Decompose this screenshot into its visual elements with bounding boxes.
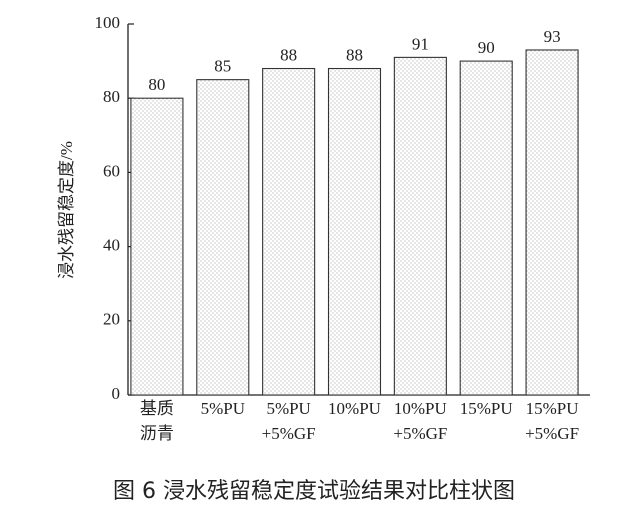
x-tick-label: 15%PU: [526, 399, 579, 418]
y-tick-label: 60: [103, 161, 120, 180]
bar: [459, 60, 513, 396]
x-tick-label: 基质: [140, 399, 174, 418]
y-tick-label: 40: [103, 236, 120, 255]
value-label: 90: [478, 38, 495, 57]
x-tick-label: 沥青: [140, 424, 174, 443]
x-tick-label: +5%GF: [525, 424, 579, 443]
x-tick-label: +5%GF: [393, 424, 447, 443]
bar: [196, 79, 250, 396]
y-tick-label: 80: [103, 87, 120, 106]
y-axis-label: 浸水残留稳定度/%: [57, 141, 76, 279]
bar: [525, 49, 579, 396]
bar: [393, 56, 447, 396]
y-tick-label: 0: [112, 384, 121, 403]
x-tick-label: 10%PU: [328, 399, 381, 418]
x-tick-label: 5%PU: [201, 399, 245, 418]
x-tick-label: 15%PU: [460, 399, 513, 418]
value-label: 85: [214, 57, 231, 76]
x-tick-label: 10%PU: [394, 399, 447, 418]
bar: [327, 67, 382, 396]
bar: [262, 67, 316, 396]
value-label: 91: [412, 34, 429, 53]
caption: 图 6 浸水残留稳定度试验结果对比柱状图: [113, 479, 515, 504]
value-label: 88: [280, 45, 297, 64]
x-tick-label: 5%PU: [266, 399, 310, 418]
y-tick-label: 100: [95, 13, 121, 32]
bar: [130, 97, 184, 396]
y-tick-label: 20: [103, 310, 120, 329]
value-label: 80: [148, 75, 165, 94]
x-tick-label: +5%GF: [262, 424, 316, 443]
value-label: 93: [544, 27, 561, 46]
value-label: 88: [346, 45, 363, 64]
